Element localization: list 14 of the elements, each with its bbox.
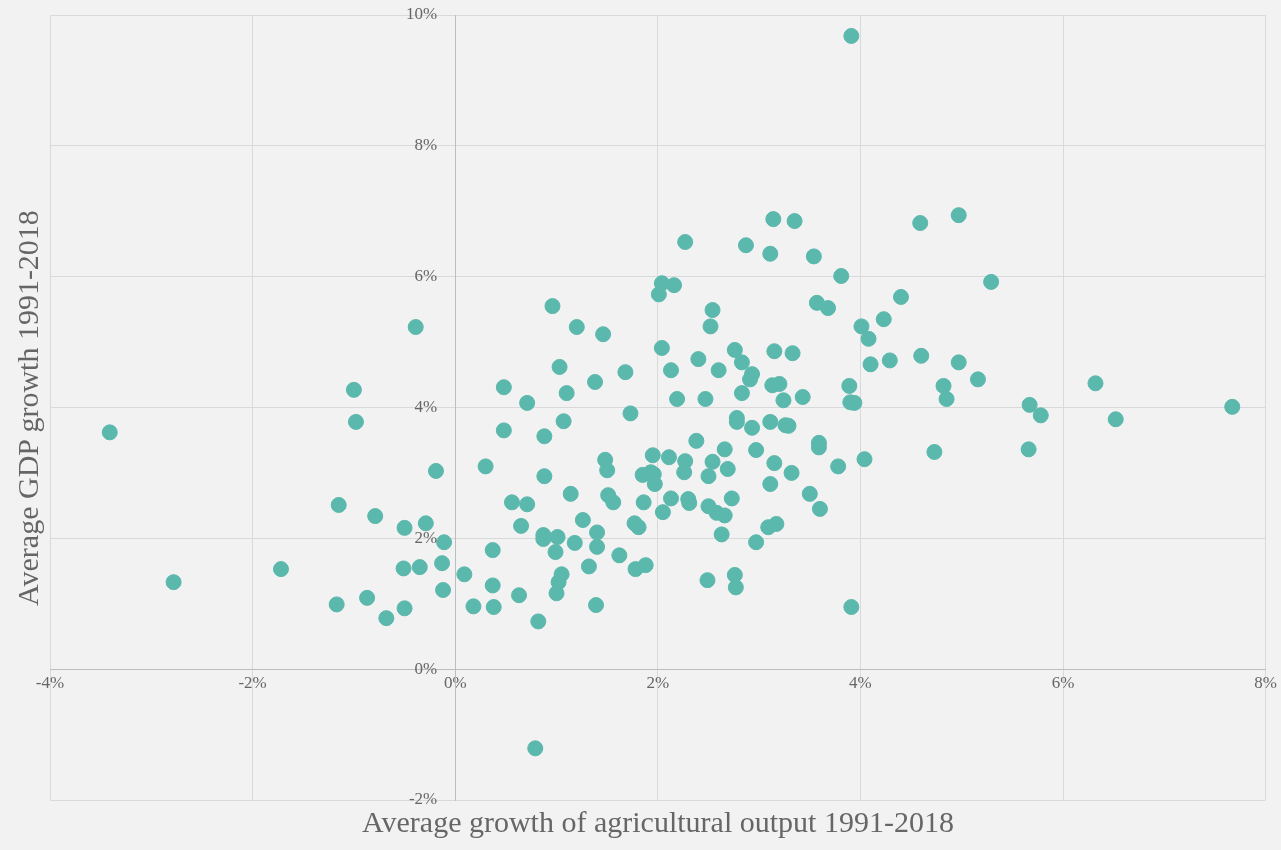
x-tick-label: 0% bbox=[443, 672, 467, 692]
x-tick-label: 2% bbox=[646, 672, 670, 692]
x-tick-label: 4% bbox=[849, 672, 872, 692]
x-tick-label: 6% bbox=[1051, 672, 1075, 692]
x-tick-label: -2% bbox=[238, 672, 267, 692]
y-tick-label: 6% bbox=[414, 266, 438, 286]
x-tick-label: -4% bbox=[35, 672, 65, 692]
y-tick-label: 4% bbox=[414, 396, 438, 416]
y-tick-label: 0% bbox=[414, 658, 438, 678]
y-tick-label: 8% bbox=[414, 135, 438, 155]
y-tick-label: 2% bbox=[414, 527, 438, 547]
y-axis-title: Average GDP growth 1991-2018 bbox=[11, 209, 44, 606]
y-tick-label: 10% bbox=[406, 4, 438, 24]
x-tick-label: 8% bbox=[1254, 672, 1278, 692]
